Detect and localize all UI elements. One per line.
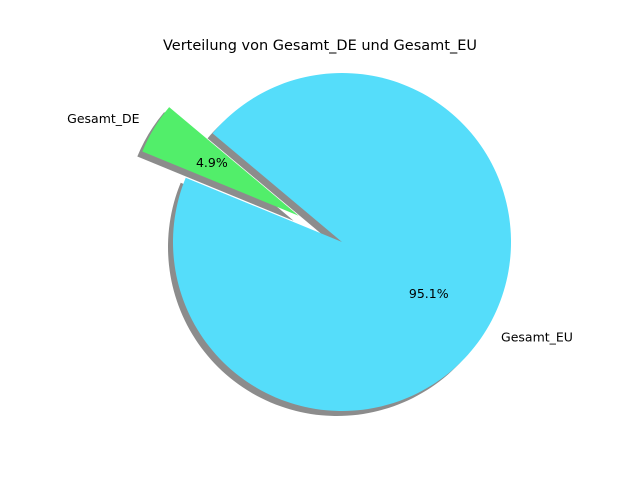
slice-layer [142,72,512,411]
pie-slice-gesamt-de [142,107,299,216]
slice-label-gesamt-de: Gesamt_DE [67,111,140,126]
percent-label-gesamt-de: 4.9% [196,155,228,170]
pie-slice-gesamt-eu [173,72,512,411]
slice-label-gesamt-eu: Gesamt_EU [501,330,573,345]
chart-title: Verteilung von Gesamt_DE und Gesamt_EU [163,38,477,54]
label-layer: Gesamt_DE 4.9% Gesamt_EU 95.1% [67,111,573,345]
percent-label-gesamt-eu: 95.1% [409,286,449,301]
